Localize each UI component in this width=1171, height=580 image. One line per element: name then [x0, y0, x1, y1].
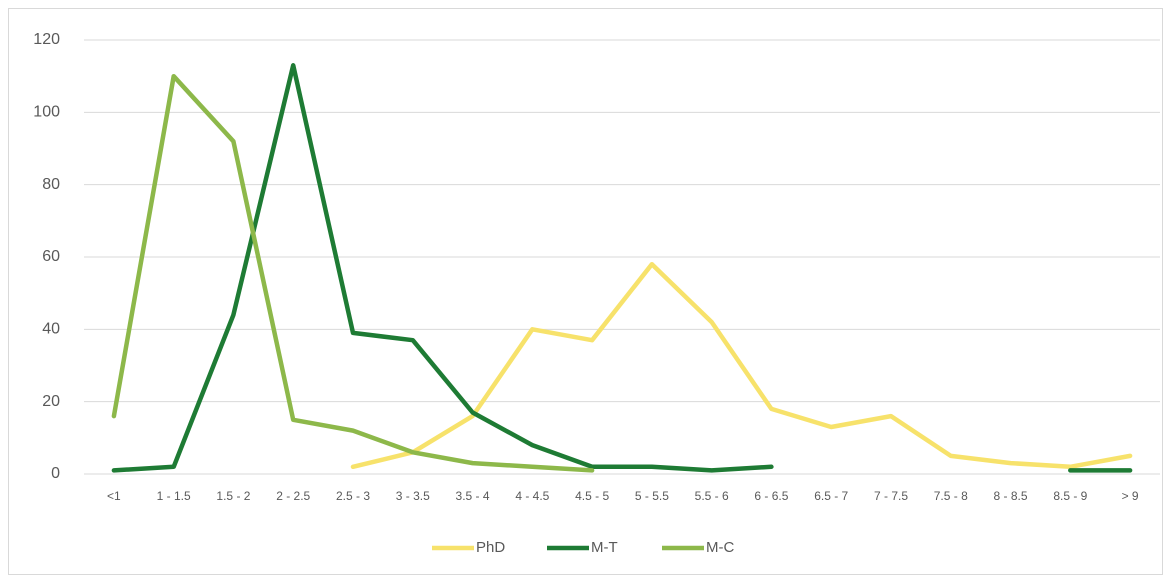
legend-label: M-C	[706, 539, 734, 556]
x-tick-label: 5 - 5.5	[635, 489, 669, 503]
y-tick-label: 20	[42, 393, 60, 410]
x-tick-label: 3.5 - 4	[456, 489, 490, 503]
x-tick-label: 2.5 - 3	[336, 489, 370, 503]
x-tick-label: > 9	[1122, 489, 1139, 503]
y-tick-label: 120	[33, 31, 60, 48]
x-tick-label: 7 - 7.5	[874, 489, 908, 503]
series-line	[350, 261, 1133, 470]
x-tick-label: 4 - 4.5	[515, 489, 549, 503]
y-tick-label: 100	[33, 104, 60, 121]
x-tick-label: 1 - 1.5	[157, 489, 191, 503]
x-tick-label: 2 - 2.5	[276, 489, 310, 503]
x-tick-label: 1.5 - 2	[216, 489, 250, 503]
legend-label: PhD	[476, 539, 505, 556]
y-tick-label: 80	[42, 176, 60, 193]
x-tick-label: 4.5 - 5	[575, 489, 609, 503]
x-tick-label: 8.5 - 9	[1053, 489, 1087, 503]
series-line	[111, 73, 595, 473]
x-tick-label: 6.5 - 7	[814, 489, 848, 503]
x-tick-label: 7.5 - 8	[934, 489, 968, 503]
x-tick-label: <1	[107, 489, 121, 503]
y-tick-label: 60	[42, 248, 60, 265]
y-tick-label: 0	[51, 465, 60, 482]
x-tick-label: 5.5 - 6	[695, 489, 729, 503]
series-line	[111, 63, 1133, 473]
x-tick-label: 6 - 6.5	[754, 489, 788, 503]
x-tick-label: 8 - 8.5	[994, 489, 1028, 503]
x-tick-label: 3 - 3.5	[396, 489, 430, 503]
legend-label: M-T	[591, 539, 618, 556]
y-tick-label: 40	[42, 321, 60, 338]
